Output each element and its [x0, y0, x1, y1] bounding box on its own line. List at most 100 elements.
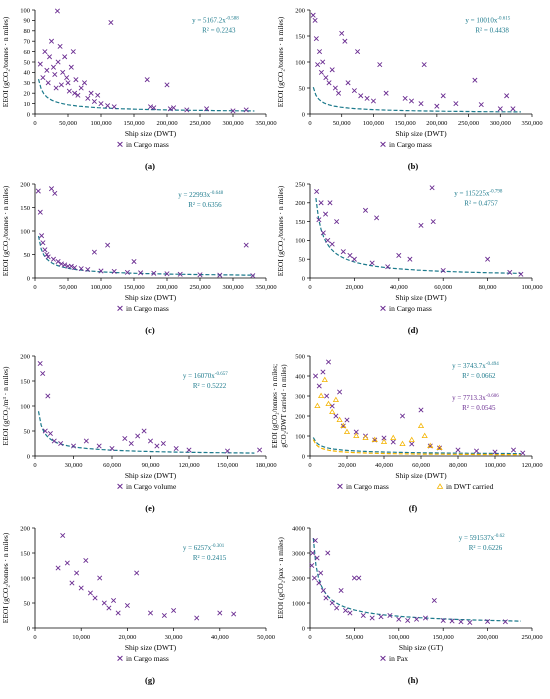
fit-r-squared: R² = 0.4757	[464, 199, 498, 207]
data-point	[421, 62, 427, 68]
data-point	[313, 373, 319, 379]
data-point	[351, 575, 357, 581]
data-point	[231, 611, 237, 617]
data-point	[311, 575, 317, 581]
y-tick-label: 150	[20, 378, 30, 385]
x-axis-title: Ship size (DWT)	[395, 471, 447, 480]
x-tick-label: 200,000	[156, 284, 177, 291]
panel-f: 0 20,000 40,000 60,000 80,000 100,000 120,000 0…	[271, 353, 543, 513]
fit-equation-exponent: -0.494	[486, 362, 499, 367]
data-point	[167, 106, 173, 112]
x-tick-label: 50,000	[59, 120, 77, 127]
data-point	[377, 62, 383, 68]
data-point	[436, 444, 443, 450]
x-tick-label: 120,000	[521, 462, 542, 469]
data-point	[98, 268, 104, 274]
data-point	[204, 106, 210, 112]
data-point	[315, 62, 321, 68]
x-tick-label: 350,000	[255, 284, 276, 291]
x-tick-label: 250,000	[521, 634, 542, 641]
y-tick-label: 150	[295, 33, 305, 40]
data-point	[70, 49, 76, 55]
data-point	[224, 448, 231, 454]
x-tick-label: 0	[308, 634, 311, 641]
fit-equation: y = 16070x-0.657	[183, 372, 228, 380]
data-point	[453, 101, 459, 107]
data-point	[144, 77, 150, 83]
data-point	[105, 103, 111, 109]
data-point	[85, 95, 91, 101]
legend-label: in Cargo mass	[389, 304, 432, 313]
x-axis-title: Ship size (DWT)	[395, 293, 447, 302]
fit-r-squared: R² = 0.0662	[462, 372, 496, 380]
data-point	[387, 612, 393, 619]
data-point	[347, 252, 353, 258]
fit-equation-base: y = 22993x	[178, 191, 210, 199]
data-point	[64, 560, 70, 566]
data-point	[323, 211, 329, 217]
fit-equation-base: y = 7713.3x	[452, 394, 486, 402]
data-point	[186, 447, 192, 453]
data-point	[177, 271, 183, 277]
data-point	[408, 98, 415, 104]
data-point	[329, 600, 335, 606]
x-tick-label: 100,000	[363, 120, 384, 127]
data-point	[390, 434, 397, 440]
x-tick-label: 250,000	[189, 120, 210, 127]
y-tick-label: 0	[302, 625, 305, 632]
data-point	[418, 407, 424, 413]
x-tick-label: 0	[308, 120, 311, 127]
x-tick-label: 180,000	[255, 462, 276, 469]
data-point	[68, 64, 74, 70]
y-tick-label: 0	[27, 625, 30, 632]
data-point	[390, 439, 396, 445]
data-point	[316, 217, 322, 223]
data-point	[383, 90, 389, 96]
data-point	[74, 570, 80, 576]
data-point	[502, 619, 508, 625]
y-tick-label: 200	[20, 525, 30, 532]
data-point	[173, 445, 179, 452]
data-point	[47, 54, 53, 60]
data-point	[429, 185, 435, 191]
data-point	[414, 616, 420, 622]
data-point	[314, 402, 321, 408]
x-tick-label: 0	[308, 284, 311, 291]
data-point	[434, 103, 440, 109]
fit-curve	[312, 437, 521, 455]
fit-equation: y = 115225x-0.798	[454, 189, 503, 197]
x-tick-label: 0	[33, 120, 36, 127]
data-point	[54, 8, 60, 14]
data-point	[440, 617, 446, 624]
y-tick-label: 3000	[292, 550, 305, 557]
legend-label: in DWT carried	[446, 482, 494, 491]
data-point	[53, 85, 59, 91]
data-point	[409, 441, 415, 447]
legend-marker-x	[117, 655, 123, 661]
x-tick-label: 200,000	[156, 120, 177, 127]
data-point	[50, 256, 56, 262]
legend-marker-triangle	[436, 483, 444, 489]
data-point	[217, 610, 223, 616]
data-point	[334, 605, 340, 611]
data-point	[138, 270, 144, 276]
x-tick-label: 50,000	[345, 634, 363, 641]
fit-curve	[37, 235, 255, 276]
data-point	[151, 270, 157, 276]
data-point	[370, 98, 376, 104]
x-tick-label: 100,000	[90, 120, 111, 127]
data-point	[485, 618, 491, 625]
y-tick-label: 30	[24, 80, 31, 87]
data-point	[45, 254, 51, 260]
fit-equation-base: y = 3743.7x	[452, 362, 486, 370]
fit-equation-base: y = 115225x	[454, 189, 490, 197]
panel-label: (d)	[408, 325, 419, 335]
data-point	[52, 190, 58, 196]
data-point	[310, 550, 316, 556]
data-point	[62, 262, 68, 268]
y-tick-label: 100	[20, 228, 30, 235]
data-point	[333, 413, 339, 419]
data-point	[147, 610, 154, 616]
data-point	[369, 260, 375, 266]
fit-equation: y = 6257x-0.301	[183, 544, 225, 552]
